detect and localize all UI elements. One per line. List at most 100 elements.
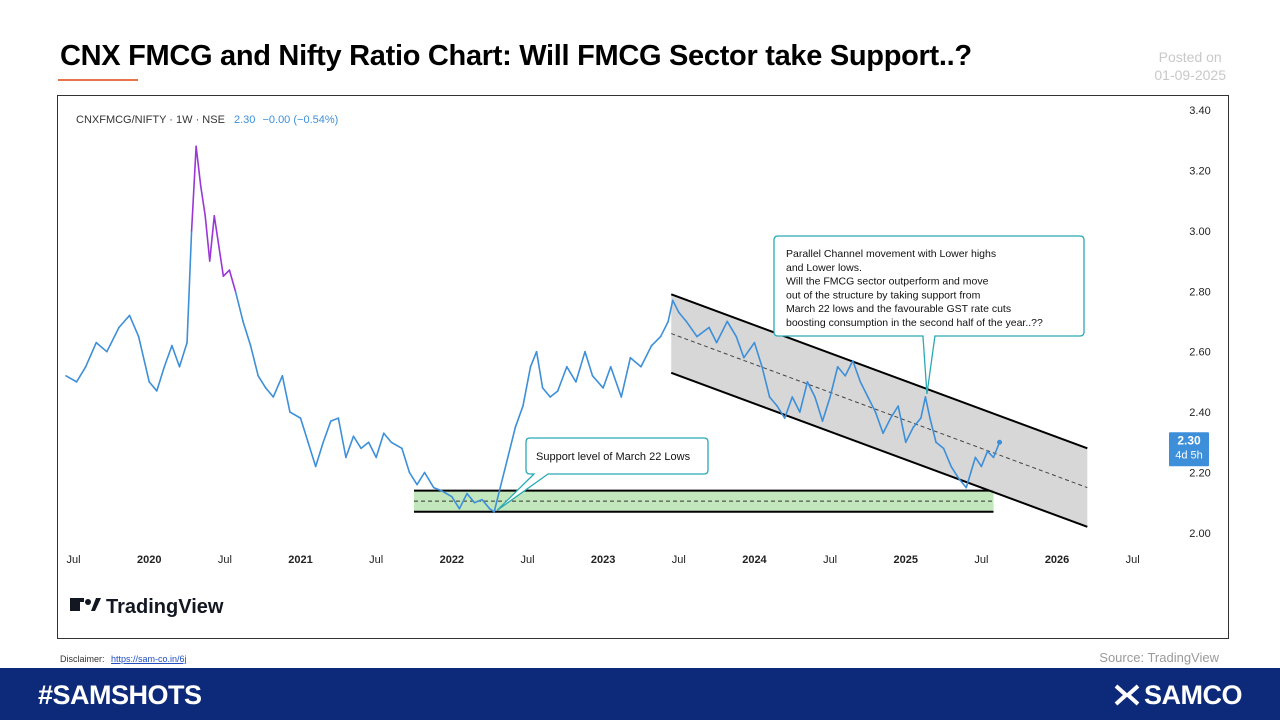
posted-date-value: 01-09-2025 xyxy=(1154,67,1226,83)
series-segment xyxy=(897,405,907,444)
series-segment xyxy=(575,350,586,383)
last-price-badge: 2.30 4d 5h xyxy=(1169,432,1209,467)
series-segment xyxy=(242,320,252,347)
series-segment xyxy=(360,441,370,450)
series-segment xyxy=(352,435,362,450)
disclaimer: Disclaimer: https://sam-co.in/6j xyxy=(60,654,187,664)
channel-callout-line: boosting consumption in the second half … xyxy=(786,317,1043,329)
x-tick-label: 2021 xyxy=(288,554,312,566)
series-segment xyxy=(659,320,670,338)
x-tick-label: Jul xyxy=(369,554,383,566)
series-segment xyxy=(829,365,839,398)
series-segment xyxy=(390,441,403,450)
badge-time: 4d 5h xyxy=(1175,449,1203,461)
disclaimer-link[interactable]: https://sam-co.in/6j xyxy=(111,654,187,664)
series-segment xyxy=(726,320,738,338)
y-tick-label: 2.60 xyxy=(1189,347,1210,359)
series-segment xyxy=(844,359,854,377)
series-segment xyxy=(761,365,771,398)
samco-brand-text: SAMCO xyxy=(1144,679,1243,710)
series-segment xyxy=(204,214,211,262)
series-segment xyxy=(629,356,642,368)
series-segment xyxy=(920,396,927,419)
series-segment xyxy=(65,375,78,383)
samco-logo-icon xyxy=(1114,684,1140,706)
series-segment xyxy=(155,365,166,392)
series-segment xyxy=(715,320,729,344)
series-segment xyxy=(791,396,801,413)
series-segment xyxy=(591,375,604,389)
series-segment xyxy=(281,375,291,413)
legend-symbol: CNXFMCG/NIFTY · 1W · NSE xyxy=(76,114,225,126)
series-segment xyxy=(821,396,831,422)
series-segment xyxy=(106,326,120,353)
channel-callout-line: and Lower lows. xyxy=(786,262,862,274)
series-segment xyxy=(799,381,809,413)
series-segment xyxy=(289,411,302,419)
channel-fill xyxy=(671,294,1088,527)
series-segment xyxy=(640,344,653,368)
tradingview-logo-text: TradingView xyxy=(106,596,224,618)
series-segment xyxy=(488,507,495,513)
series-segment xyxy=(965,471,972,489)
series-segment xyxy=(970,456,977,474)
series-segment xyxy=(128,314,140,338)
series-segment xyxy=(345,435,355,459)
series-segment xyxy=(768,396,778,407)
disclaimer-label: Disclaimer: xyxy=(60,654,105,664)
y-tick-label: 3.20 xyxy=(1189,165,1210,177)
series-segment xyxy=(148,381,158,392)
series-segment xyxy=(118,314,131,329)
support-callout-text: Support level of March 22 Lows xyxy=(536,451,691,463)
legend-value: 2.30 xyxy=(234,114,255,126)
series-segment xyxy=(753,341,763,368)
series-segment xyxy=(677,311,688,323)
x-tick-label: Jul xyxy=(1126,554,1140,566)
series-segment xyxy=(195,145,202,187)
badge-price: 2.30 xyxy=(1177,433,1201,447)
series-segment xyxy=(329,417,340,422)
series-segment xyxy=(584,350,594,377)
channel-callout-box xyxy=(773,235,1085,395)
series-segment xyxy=(986,450,995,459)
series-segment xyxy=(696,326,710,338)
series-segment xyxy=(499,456,509,489)
series-segment xyxy=(458,492,468,510)
series-segment xyxy=(529,350,538,368)
series-segment xyxy=(522,365,532,407)
footer-bar: #SAMSHOTS SAMCO xyxy=(0,668,1280,720)
series-segment xyxy=(171,344,181,368)
y-tick-label: 3.00 xyxy=(1189,226,1210,238)
x-tick-label: 2023 xyxy=(591,554,615,566)
series-segment xyxy=(851,359,862,383)
series-segment xyxy=(257,375,267,389)
tradingview-logo-icon xyxy=(70,598,101,611)
series-segment xyxy=(337,417,347,459)
series-segment xyxy=(199,184,207,217)
y-tick-label: 2.80 xyxy=(1189,286,1210,298)
channel-callout-line: March 22 lows and the favourable GST rat… xyxy=(786,303,1011,315)
series-segment xyxy=(935,441,945,450)
chart-frame: Parallel Channel movement with Lower hig… xyxy=(57,95,1229,639)
series-segment xyxy=(609,365,623,398)
series-segment xyxy=(218,245,225,277)
series-segment xyxy=(650,335,662,347)
series-segment xyxy=(264,387,275,398)
series-segment xyxy=(382,432,393,444)
series-segment xyxy=(514,405,524,428)
series-segment xyxy=(859,381,869,398)
series-last-point xyxy=(997,439,1003,445)
series-segment xyxy=(806,381,816,398)
y-tick-label: 2.00 xyxy=(1189,528,1210,540)
series-segment xyxy=(249,344,259,377)
series-segment xyxy=(541,387,551,398)
series-segment xyxy=(234,290,244,323)
series-segment xyxy=(137,335,151,383)
series-segment xyxy=(867,396,877,413)
series-segment xyxy=(440,489,453,498)
channel-callout-line: Will the FMCG sector outperform and move xyxy=(786,276,989,288)
series-segment xyxy=(776,405,786,419)
samco-brand: SAMCO xyxy=(1114,679,1243,710)
x-tick-label: Jul xyxy=(520,554,534,566)
x-tick-label: Jul xyxy=(67,554,81,566)
